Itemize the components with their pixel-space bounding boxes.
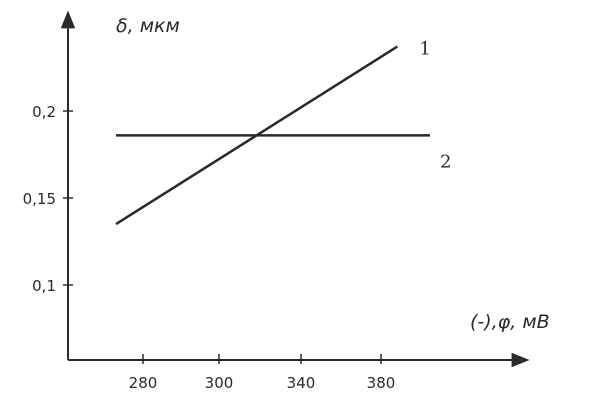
series-labels: 12 [419, 39, 451, 173]
x-tick-label: 340 [287, 374, 316, 392]
x-ticks: 280 300 340 380 [129, 354, 396, 392]
x-axis-label: (-),φ, мВ [470, 311, 550, 333]
y-ticks: 0,1 0,15 0,2 [23, 103, 73, 295]
y-tick-label: 0,1 [32, 277, 56, 295]
y-tick-label: 0,15 [23, 190, 56, 208]
series-lines [115, 45, 430, 226]
x-tick-label: 280 [129, 374, 158, 392]
x-tick-label: 300 [205, 374, 234, 392]
y-axis-label: δ, мкм [116, 15, 180, 37]
series-label-2: 2 [440, 151, 451, 172]
y-tick-label: 0,2 [32, 103, 56, 121]
x-tick-label: 380 [367, 374, 396, 392]
series-label-1: 1 [419, 39, 430, 60]
